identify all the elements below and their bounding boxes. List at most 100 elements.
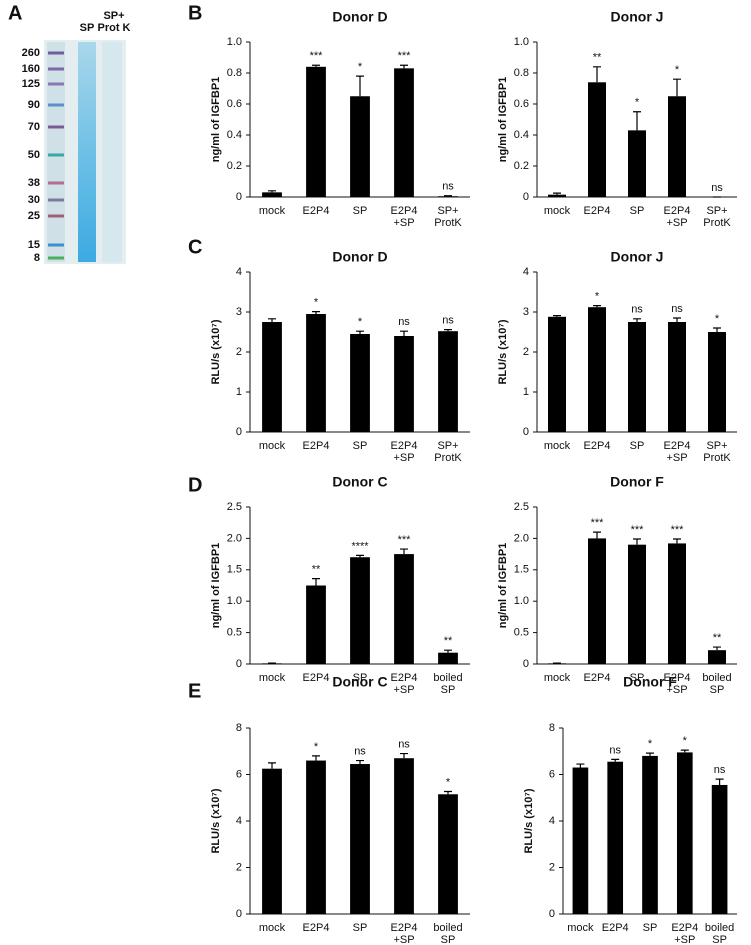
chart-title: Donor J [611,9,664,25]
y-tick-label: 0.5 [514,627,529,639]
bar [438,652,458,664]
bar [262,192,282,197]
chart-title: Donor J [611,249,664,265]
bar [628,544,646,664]
panel-label: C [188,236,202,258]
error-bar [444,329,452,332]
x-tick-label: boiled SP [705,922,734,945]
y-tick-label: 0 [523,191,529,203]
y-tick-label: 3 [523,306,529,318]
marker-lane [47,42,65,262]
bar [438,331,458,432]
bar [668,322,686,432]
significance-label: ns [354,745,366,757]
significance-label: ns [442,181,454,193]
bar [588,307,606,432]
panel-label: B [188,2,202,24]
x-tick-label: SP [353,922,368,934]
error-bar [633,111,641,131]
marker-band [48,82,64,86]
y-tick-label: 0 [549,908,555,920]
y-tick-label: 0 [523,658,529,670]
significance-label: * [358,316,363,328]
bar [350,764,370,914]
chart-title: Donor F [623,674,677,690]
bar [607,761,624,914]
significance-label: ** [312,563,321,575]
y-tick-label: 1 [236,386,242,398]
x-tick-label: SP [353,672,368,684]
error-bar [680,749,689,753]
error-bar [713,646,721,651]
bar [548,194,566,197]
x-tick-label: E2P4 [584,440,611,452]
sp-protk-lane [102,42,122,262]
significance-label: *** [631,524,645,536]
bar [262,322,282,432]
marker-label: 15 [28,239,40,251]
x-tick-label: SP+ ProtK [703,205,731,229]
x-tick-label: mock [259,205,286,217]
error-bar [553,315,561,317]
marker-label: 25 [28,210,40,222]
x-tick-label: E2P4 +SP [671,922,698,945]
panel-label: A [8,2,22,24]
error-bar [633,538,641,545]
marker-band [48,181,64,185]
error-bar [673,317,681,322]
y-tick-label: 0.6 [514,98,529,110]
y-tick-label: 1.0 [514,595,529,607]
y-tick-label: 2.5 [514,501,529,513]
y-axis-label: RLU/s (x10⁷) [210,319,222,384]
bar [708,650,726,664]
marker-label: 30 [28,194,40,206]
marker-band [48,256,64,260]
significance-label: * [314,741,319,753]
significance-label: ns [442,315,454,327]
panel-label: D [188,474,202,496]
chart-title: Donor C [332,474,387,490]
bar [676,752,693,914]
error-bar [673,78,681,97]
y-tick-label: 1.0 [227,595,242,607]
significance-label: ** [713,632,722,644]
x-tick-label: mock [544,440,571,452]
bar [438,794,458,914]
y-tick-label: 0 [523,426,529,438]
y-tick-label: 8 [236,722,242,734]
significance-label: *** [310,50,324,62]
y-tick-label: 6 [549,768,555,780]
y-tick-label: 0.4 [514,129,529,141]
y-tick-label: 2 [236,861,242,873]
significance-label: ns [609,744,621,756]
significance-label: ns [398,316,410,328]
marker-band [48,67,64,71]
error-bar [444,649,452,653]
x-tick-label: mock [567,922,594,934]
x-tick-label: boiled SP [433,922,462,945]
bar [306,760,326,914]
error-bar [312,755,320,761]
y-tick-label: 8 [549,722,555,734]
y-tick-label: 2.0 [227,532,242,544]
marker-label: 90 [28,99,40,111]
significance-label: * [648,738,653,750]
bar [668,543,686,664]
x-tick-label: E2P4 [602,922,629,934]
x-tick-label: E2P4 +SP [664,205,691,229]
significance-label: *** [671,524,685,536]
y-tick-label: 4 [236,266,242,278]
x-tick-label: E2P4 +SP [391,205,418,229]
bar [350,334,370,432]
error-bar [633,318,641,322]
x-tick-label: E2P4 +SP [391,440,418,464]
x-tick-label: SP [353,205,368,217]
bar [548,663,566,664]
y-tick-label: 2 [523,346,529,358]
y-tick-label: 2 [236,346,242,358]
marker-label: 160 [22,63,40,75]
significance-label: **** [351,540,369,552]
y-axis-label: ng/ml of IGFBP1 [210,543,222,629]
error-bar [268,318,276,322]
bar [711,784,728,914]
